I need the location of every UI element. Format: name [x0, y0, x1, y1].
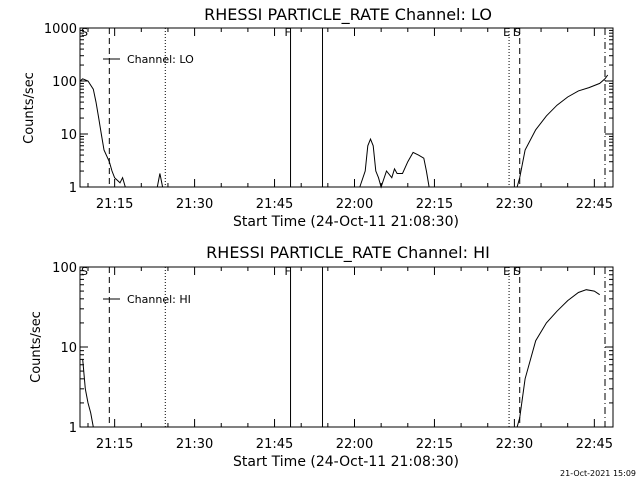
event-marker-label: F [285, 265, 291, 278]
series-line [516, 74, 609, 188]
chart-title: RHESSI PARTICLE_RATE Channel: LO [204, 5, 492, 25]
x-tick-label: 21:30 [176, 437, 213, 452]
y-tick-label: 1000 [44, 22, 77, 37]
y-tick-label: 10 [60, 128, 77, 143]
x-tick-label: 22:30 [496, 197, 533, 212]
legend-entry: Channel: LO [127, 53, 194, 66]
x-axis-ticks: 21:15 21:30 21:45 22:00 22:15 22:30 22:45 [87, 28, 613, 212]
event-marker-label: S [514, 26, 521, 39]
y-tick-label: 10 [60, 341, 77, 356]
x-axis-ticks: 21:15 21:30 21:45 22:00 22:15 22:30 22:45 [87, 267, 613, 452]
x-tick-label: 22:45 [576, 437, 613, 452]
x-axis-label: Start Time (24-Oct-11 21:08:30) [233, 214, 459, 230]
plot-frame [79, 27, 614, 188]
legend-entry: Channel: HI [127, 293, 191, 306]
event-marker-label: S [514, 265, 521, 278]
x-tick-label: 22:15 [416, 437, 453, 452]
y-axis-label: Counts/sec [22, 72, 37, 144]
series-line [82, 359, 94, 428]
plot-frame [79, 266, 614, 428]
series-line [516, 289, 600, 428]
x-tick-label: 22:00 [336, 437, 373, 452]
event-marker-label: S [81, 26, 88, 39]
x-tick-label: 21:15 [96, 197, 133, 212]
series-line [359, 137, 430, 189]
data-series [82, 289, 600, 428]
x-tick-label: 21:45 [256, 437, 293, 452]
x-tick-label: 22:45 [576, 197, 613, 212]
event-marker-label: S [81, 265, 88, 278]
event-marker-label: E [503, 265, 510, 278]
series-line [156, 173, 164, 188]
y-tick-label: 1 [69, 421, 77, 436]
data-series [79, 74, 609, 189]
y-tick-label: 100 [52, 75, 77, 90]
y-axis-label: Counts/sec [29, 311, 44, 383]
x-tick-label: 22:15 [416, 197, 453, 212]
x-tick-label: 21:45 [256, 197, 293, 212]
event-marker-label: E [503, 26, 510, 39]
chart-title: RHESSI PARTICLE_RATE Channel: HI [206, 243, 490, 263]
footer-timestamp: 21-Oct-2021 15:09 [560, 469, 636, 478]
event-marker-label: F [285, 26, 291, 39]
y-tick-label: 100 [52, 261, 77, 276]
x-tick-label: 21:30 [176, 197, 213, 212]
x-axis-label: Start Time (24-Oct-11 21:08:30) [233, 454, 459, 470]
x-tick-label: 22:30 [496, 437, 533, 452]
series-line [79, 78, 126, 188]
y-axis-ticks: 1 10 100 [52, 261, 613, 436]
y-tick-label: 1 [69, 181, 77, 196]
x-tick-label: 22:00 [336, 197, 373, 212]
y-axis-ticks: 1 10 100 1000 [44, 22, 613, 196]
x-tick-label: 21:15 [96, 437, 133, 452]
